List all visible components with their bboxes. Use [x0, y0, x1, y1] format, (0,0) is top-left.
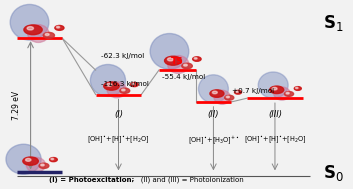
Circle shape [132, 83, 134, 85]
Circle shape [182, 63, 192, 69]
Ellipse shape [28, 25, 49, 43]
Ellipse shape [214, 90, 231, 104]
Circle shape [168, 58, 173, 61]
Text: [OH]$^{\bullet}$+[H]$^{\bullet}$+[H$_2$O]: [OH]$^{\bullet}$+[H]$^{\bullet}$+[H$_2$O… [87, 135, 150, 146]
Circle shape [41, 164, 44, 166]
Text: (III): (III) [268, 110, 282, 119]
Circle shape [45, 33, 49, 36]
Circle shape [25, 158, 31, 161]
Text: (I) = Photoexcitation;: (I) = Photoexcitation; [49, 177, 134, 183]
Circle shape [106, 83, 112, 86]
Circle shape [39, 163, 49, 168]
Ellipse shape [10, 5, 49, 40]
Text: (II) and (III) = Photoionization: (II) and (III) = Photoionization [134, 176, 244, 183]
Circle shape [56, 26, 60, 28]
Text: [OH]$^{\bullet}$+[H]$^{\bullet}$+[H$_2$O]: [OH]$^{\bullet}$+[H]$^{\bullet}$+[H$_2$O… [244, 135, 306, 146]
Text: -55.4 kJ/mol: -55.4 kJ/mol [162, 74, 205, 80]
Text: [OH]$^{\bullet}$+[H$_3$O]$^{+\bullet}$: [OH]$^{\bullet}$+[H$_3$O]$^{+\bullet}$ [188, 135, 239, 146]
Ellipse shape [274, 87, 290, 100]
Circle shape [272, 87, 277, 90]
Circle shape [43, 32, 54, 38]
Circle shape [122, 89, 125, 91]
Ellipse shape [107, 82, 126, 98]
Circle shape [184, 64, 187, 66]
Circle shape [210, 90, 224, 97]
Circle shape [193, 57, 201, 61]
Circle shape [27, 27, 34, 30]
Circle shape [49, 158, 57, 162]
Text: (II): (II) [208, 110, 219, 119]
Ellipse shape [258, 72, 288, 98]
Circle shape [23, 157, 38, 165]
Circle shape [120, 88, 130, 93]
Circle shape [295, 87, 298, 89]
Ellipse shape [90, 64, 126, 96]
Circle shape [285, 91, 294, 96]
Circle shape [194, 58, 197, 59]
Circle shape [236, 91, 238, 92]
Text: 7.29 eV: 7.29 eV [12, 91, 21, 120]
Text: TS: TS [171, 57, 184, 66]
Text: S$_1$: S$_1$ [323, 13, 343, 33]
Circle shape [55, 26, 64, 30]
Circle shape [226, 96, 229, 98]
Text: -62.3 kJ/mol: -62.3 kJ/mol [101, 53, 144, 59]
Circle shape [286, 92, 289, 94]
Text: -116.3 kJ/mol: -116.3 kJ/mol [101, 81, 149, 87]
Circle shape [294, 87, 301, 90]
Circle shape [131, 82, 138, 87]
Ellipse shape [168, 56, 189, 73]
Ellipse shape [26, 157, 46, 172]
Circle shape [51, 158, 54, 160]
Text: (I): (I) [114, 110, 123, 119]
Ellipse shape [150, 33, 189, 69]
Circle shape [164, 56, 181, 65]
Circle shape [225, 95, 234, 100]
Text: +0.7 kJ/mol: +0.7 kJ/mol [232, 88, 274, 94]
Ellipse shape [198, 75, 228, 103]
Circle shape [24, 25, 42, 35]
Text: S$_0$: S$_0$ [323, 163, 343, 183]
Circle shape [270, 86, 284, 94]
Circle shape [213, 91, 217, 94]
Circle shape [104, 82, 119, 90]
Circle shape [234, 90, 241, 94]
Ellipse shape [6, 144, 41, 174]
